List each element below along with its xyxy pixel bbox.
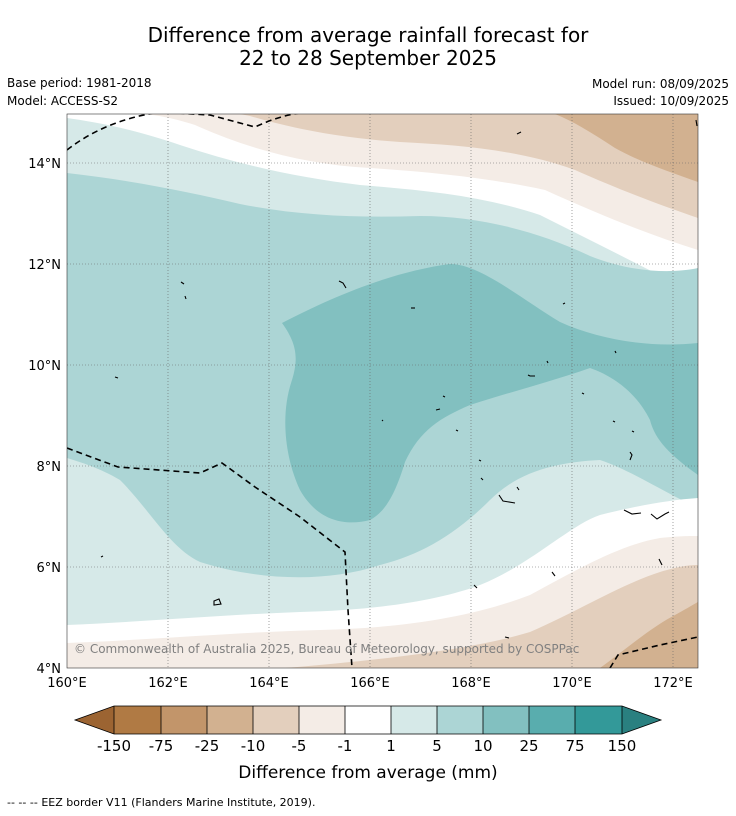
- colorbar-swatch: [483, 706, 529, 734]
- colorbar-swatch: [114, 706, 161, 734]
- colorbar-swatch: [575, 706, 622, 734]
- eez-borders: [67, 114, 698, 668]
- colorbar-low-extend: [75, 706, 114, 734]
- colorbar-swatch: [207, 706, 253, 734]
- colorbar-tick: 10: [473, 737, 492, 755]
- colorbar-swatch: [391, 706, 437, 734]
- eez-legend-text: EEZ border V11 (Flanders Marine Institut…: [41, 796, 316, 809]
- colorbar-dividers: [113, 706, 623, 734]
- contour-fill-minus25-minus10-north: [555, 114, 698, 182]
- eez-legend-symbol: -- -- --: [7, 796, 38, 809]
- lat-label-10n: 10°N: [28, 359, 61, 374]
- colorbar-swatch: [437, 706, 483, 734]
- lon-label-170e: 170°E: [552, 676, 592, 691]
- contour-fill-minus10-minus5-north: [240, 114, 698, 218]
- colorbar-swatch: [345, 706, 391, 734]
- map-plot-area: © Commonwealth of Australia 2025, Bureau…: [67, 114, 698, 668]
- colorbar-tick: 1: [386, 737, 396, 755]
- colorbar-tick: 75: [565, 737, 584, 755]
- map-title-line-2: 22 to 28 September 2025: [239, 46, 497, 70]
- islands: [100, 119, 698, 639]
- colorbar-label: Difference from average (mm): [238, 763, 497, 783]
- lat-label-12n: 12°N: [28, 258, 61, 273]
- colorbar-tick: -75: [149, 737, 174, 755]
- lat-label-6n: 6°N: [37, 561, 62, 576]
- colorbar-swatch: [161, 706, 207, 734]
- colorbar-tick: -1: [338, 737, 353, 755]
- map-gridlines: [67, 114, 698, 668]
- contour-fill-10-25: [282, 264, 698, 523]
- base-period: Base period: 1981-2018: [7, 76, 152, 90]
- model-name: Model: ACCESS-S2: [7, 94, 119, 108]
- copyright-notice: © Commonwealth of Australia 2025, Bureau…: [74, 642, 579, 656]
- colorbar-swatch: [253, 706, 299, 734]
- model-run: Model run: 08/09/2025: [591, 77, 729, 91]
- colorbar-tick: 5: [432, 737, 442, 755]
- colorbar-high-extend: [622, 706, 661, 734]
- lon-label-172e: 172°E: [653, 676, 693, 691]
- lon-label-166e: 166°E: [350, 676, 390, 691]
- colorbar: -150 -75 -25 -10 -5 -1 1 5 10 25 75 150 …: [73, 705, 663, 783]
- lon-label-168e: 168°E: [451, 676, 491, 691]
- lat-label-14n: 14°N: [28, 157, 61, 172]
- colorbar-tick: 25: [519, 737, 538, 755]
- colorbar-swatch: [529, 706, 575, 734]
- lat-label-8n: 8°N: [37, 460, 62, 475]
- contour-fill-minus10-minus5-south: [285, 565, 698, 668]
- contour-fill-minus25-minus10-south: [600, 602, 698, 668]
- colorbar-tick: -25: [195, 737, 220, 755]
- colorbar-tick: -150: [97, 737, 131, 755]
- map-frame: [66, 113, 699, 669]
- colorbar-swatch: [299, 706, 345, 734]
- map-title-line-1: Difference from average rainfall forecas…: [147, 23, 589, 47]
- issued-date: Issued: 10/09/2025: [613, 94, 729, 108]
- lon-label-160e: 160°E: [47, 676, 87, 691]
- lon-label-164e: 164°E: [249, 676, 289, 691]
- lon-label-162e: 162°E: [148, 676, 188, 691]
- colorbar-tick: -10: [241, 737, 266, 755]
- lat-label-4n: 4°N: [37, 662, 62, 677]
- colorbar-tick: 150: [608, 737, 637, 755]
- colorbar-tick: -5: [292, 737, 307, 755]
- map-footer-note: -- -- -- EEZ border V11 (Flanders Marine…: [7, 796, 315, 810]
